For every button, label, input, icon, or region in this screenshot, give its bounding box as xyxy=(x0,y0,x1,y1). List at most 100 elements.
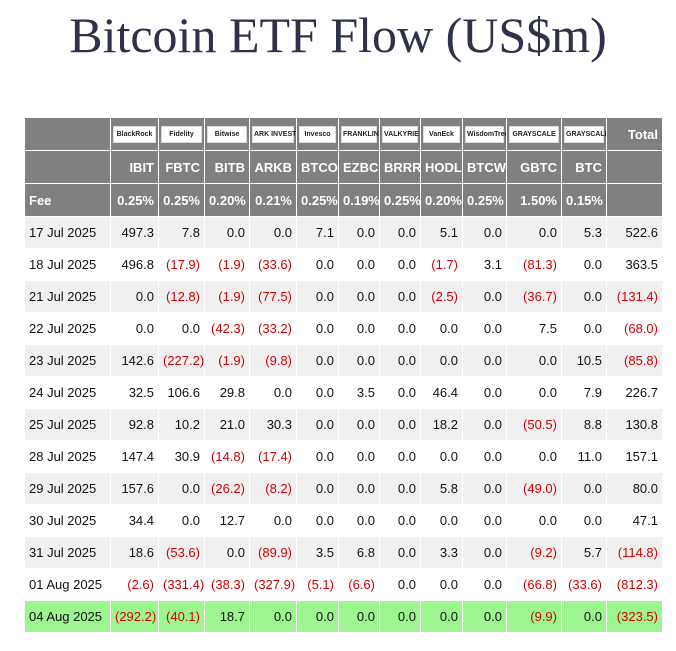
flow-cell: 0.0 xyxy=(296,248,339,281)
logo-cell: Invesco xyxy=(296,117,339,151)
date-cell: 18 Jul 2025 xyxy=(24,248,111,281)
logo-cell: VanEck xyxy=(420,117,463,151)
issuer-logo: VALKYRIE xyxy=(382,125,419,143)
ticker: BRRR xyxy=(379,150,421,184)
flow-cell: 3.1 xyxy=(462,248,507,281)
flow-cell: (49.0) xyxy=(506,472,562,505)
issuer-logo: GRAYSCALE xyxy=(509,125,559,143)
flow-cell: 142.6 xyxy=(110,344,159,377)
ticker: HODL xyxy=(420,150,463,184)
flow-cell: 6.8 xyxy=(338,536,380,569)
flow-cell: 21.0 xyxy=(204,408,250,441)
flow-cell: 0.0 xyxy=(249,504,297,537)
issuer-logo: Bitwise xyxy=(207,125,247,143)
flow-cell: 0.0 xyxy=(158,312,205,345)
flow-cell: (1.9) xyxy=(204,248,250,281)
ticker: BTCO xyxy=(296,150,339,184)
issuer-logo: WisdomTree xyxy=(465,125,506,143)
date-cell: 24 Jul 2025 xyxy=(24,376,111,409)
flow-cell: (5.1) xyxy=(296,568,339,601)
total-header: Total xyxy=(606,117,663,151)
fee: 0.25% xyxy=(110,183,159,217)
flow-cell: (85.8) xyxy=(606,344,663,377)
flow-cell: 0.0 xyxy=(462,536,507,569)
fee: 1.50% xyxy=(506,183,562,217)
date-cell: 29 Jul 2025 xyxy=(24,472,111,505)
flow-cell: 0.0 xyxy=(379,344,421,377)
fee-row: Fee 0.25% 0.25% 0.20% 0.21% 0.25% 0.19% 0.25% 0.… xyxy=(24,183,663,217)
flow-cell: 12.7 xyxy=(204,504,250,537)
flow-cell: 0.0 xyxy=(379,440,421,473)
flow-cell: (9.9) xyxy=(506,600,562,633)
flow-cell: 0.0 xyxy=(420,600,463,633)
flow-cell: 0.0 xyxy=(338,408,380,441)
ticker: GBTC xyxy=(506,150,562,184)
flow-cell: (14.8) xyxy=(204,440,250,473)
fee-label: Fee xyxy=(24,183,111,217)
flow-cell: 92.8 xyxy=(110,408,159,441)
flow-cell: 0.0 xyxy=(506,344,562,377)
flow-cell: 5.3 xyxy=(561,216,607,249)
flow-cell: 0.0 xyxy=(462,408,507,441)
logo-cell: GRAYSCALE xyxy=(561,117,607,151)
logo-row: BlackRock Fidelity Bitwise ARK INVEST Invesc… xyxy=(24,117,663,151)
flow-cell: (89.9) xyxy=(249,536,297,569)
data-row: 28 Jul 2025 147.4 30.9 (14.8) (17.4) 0.0 0.0 0.… xyxy=(24,440,663,473)
flow-cell: 0.0 xyxy=(462,472,507,505)
flow-cell: 5.1 xyxy=(420,216,463,249)
flow-cell: 18.2 xyxy=(420,408,463,441)
flow-cell: (227.2) xyxy=(158,344,205,377)
data-row: 22 Jul 2025 0.0 0.0 (42.3) (33.2) 0.0 0.0 0.0 0.… xyxy=(24,312,663,345)
flow-cell: 30.9 xyxy=(158,440,205,473)
ticker: EZBC xyxy=(338,150,380,184)
ticker: IBIT xyxy=(110,150,159,184)
flow-cell: 18.7 xyxy=(204,600,250,633)
flow-cell: 226.7 xyxy=(606,376,663,409)
date-cell: 25 Jul 2025 xyxy=(24,408,111,441)
issuer-logo: FRANKLIN TEMPLETON xyxy=(341,125,379,143)
flow-cell: 0.0 xyxy=(561,248,607,281)
issuer-logo: BlackRock xyxy=(113,125,156,143)
ticker-row: IBIT FBTC BITB ARKB BTCO EZBC BRRR HODL BTCW GBTC… xyxy=(24,150,663,184)
issuer-logo: GRAYSCALE xyxy=(564,125,606,143)
flow-cell: 0.0 xyxy=(296,504,339,537)
flow-cell: (323.5) xyxy=(606,600,663,633)
flow-cell: (36.7) xyxy=(506,280,562,313)
date-cell: 01 Aug 2025 xyxy=(24,568,111,601)
blank-cell xyxy=(606,183,663,217)
fee: 0.25% xyxy=(158,183,205,217)
date-cell: 17 Jul 2025 xyxy=(24,216,111,249)
flow-cell: 0.0 xyxy=(379,312,421,345)
flow-cell: 0.0 xyxy=(420,504,463,537)
fee: 0.19% xyxy=(338,183,380,217)
date-cell: 23 Jul 2025 xyxy=(24,344,111,377)
fee: 0.20% xyxy=(420,183,463,217)
flow-cell: 0.0 xyxy=(204,536,250,569)
flow-cell: (331.4) xyxy=(158,568,205,601)
flow-cell: 7.8 xyxy=(158,216,205,249)
logo-cell: BlackRock xyxy=(110,117,159,151)
flow-cell: 0.0 xyxy=(296,472,339,505)
fee: 0.25% xyxy=(462,183,507,217)
flow-cell: 80.0 xyxy=(606,472,663,505)
flow-cell: 0.0 xyxy=(379,248,421,281)
logo-cell: Fidelity xyxy=(158,117,205,151)
flow-cell: 0.0 xyxy=(338,600,380,633)
flow-cell: 0.0 xyxy=(561,600,607,633)
title: Bitcoin ETF Flow (US$m) xyxy=(69,7,607,63)
flow-cell: 0.0 xyxy=(462,312,507,345)
issuer-logo: Fidelity xyxy=(161,125,202,143)
flow-cell: 0.0 xyxy=(379,376,421,409)
flow-cell: 0.0 xyxy=(420,568,463,601)
flow-cell: 0.0 xyxy=(338,440,380,473)
flow-cell: 0.0 xyxy=(158,472,205,505)
blank-cell xyxy=(24,117,111,151)
date-cell: 31 Jul 2025 xyxy=(24,536,111,569)
fee: 0.25% xyxy=(296,183,339,217)
flow-cell: 0.0 xyxy=(561,472,607,505)
flow-cell: 0.0 xyxy=(296,344,339,377)
issuer-logo: VanEck xyxy=(423,125,460,143)
logo-cell: ARK INVEST xyxy=(249,117,297,151)
flow-cell: (292.2) xyxy=(110,600,159,633)
flow-cell: 0.0 xyxy=(296,312,339,345)
